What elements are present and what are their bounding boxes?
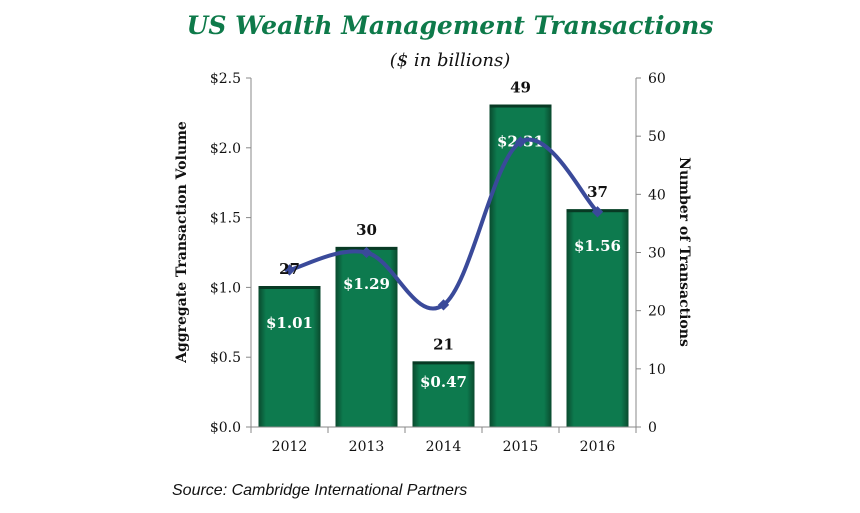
line-point-2016 <box>591 206 604 218</box>
line-point-2012 <box>283 264 296 276</box>
transaction-count-labels: 27 30 21 49 37 <box>279 79 608 354</box>
x-tick-label-2015: 2015 <box>503 439 539 455</box>
x-tick-label-2012: 2012 <box>272 439 308 455</box>
bar-label-2013: $1.29 <box>343 275 390 293</box>
chart-subtitle: ($ in billions) <box>390 50 511 71</box>
transactions-line-series <box>283 136 604 311</box>
y-tick-label-right: 40 <box>648 187 666 203</box>
y-axis-title-right: Number of Transactions <box>676 157 692 347</box>
y-tick-label-right: 20 <box>648 304 666 320</box>
x-tick-label-2014: 2014 <box>426 439 462 455</box>
y-axis-title-left: Aggregate Transaction Volume <box>174 121 190 364</box>
bar-2015 <box>489 104 552 428</box>
line-point-2015 <box>514 136 527 148</box>
count-label-2015: 49 <box>510 79 531 97</box>
bar-2016 <box>566 209 629 427</box>
bar-label-2012: $1.01 <box>266 314 313 332</box>
line-point-2013 <box>360 246 373 259</box>
y-tick-label-right: 10 <box>648 362 666 378</box>
bar-2013 <box>335 246 398 427</box>
count-label-2012: 27 <box>279 260 300 278</box>
y-tick-label-left: $1.5 <box>210 211 241 227</box>
y-tick-label-left: $2.0 <box>210 141 241 157</box>
axis-ticks: $0.0 $0.5 $1.0 $1.5 $2.0 $2.5 0 10 20 30 40 50 60 201… <box>210 71 666 455</box>
line-point-2014 <box>437 299 450 311</box>
bar-top-edge-2015 <box>489 104 552 108</box>
y-tick-label-left: $2.5 <box>210 71 241 87</box>
bar-label-2014: $0.47 <box>420 373 467 391</box>
chart-title: US Wealth Management Transactions <box>187 11 714 40</box>
y-tick-label-left: $0.5 <box>210 350 241 366</box>
bars <box>258 104 629 428</box>
y-tick-label-right: 30 <box>648 246 666 262</box>
bar-top-edge-2012 <box>258 286 321 290</box>
y-tick-label-right: 60 <box>648 71 666 87</box>
x-tick-label-2016: 2016 <box>580 439 616 455</box>
bar-label-2016: $1.56 <box>574 237 621 255</box>
count-label-2014: 21 <box>433 335 454 353</box>
transactions-line <box>287 137 600 311</box>
bar-top-edge-2014 <box>412 361 475 365</box>
count-label-2013: 30 <box>356 221 377 239</box>
x-tick-label-2013: 2013 <box>349 439 385 455</box>
y-tick-label-left: $1.0 <box>210 280 241 296</box>
count-label-2016: 37 <box>587 183 608 201</box>
bar-2014 <box>412 361 475 427</box>
y-tick-label-right: 50 <box>648 129 666 145</box>
source-note: Source: Cambridge International Partners <box>172 482 468 499</box>
bar-2012 <box>258 286 321 427</box>
y-tick-label-left: $0.0 <box>210 420 241 436</box>
y-tick-label-right: 0 <box>648 420 657 436</box>
